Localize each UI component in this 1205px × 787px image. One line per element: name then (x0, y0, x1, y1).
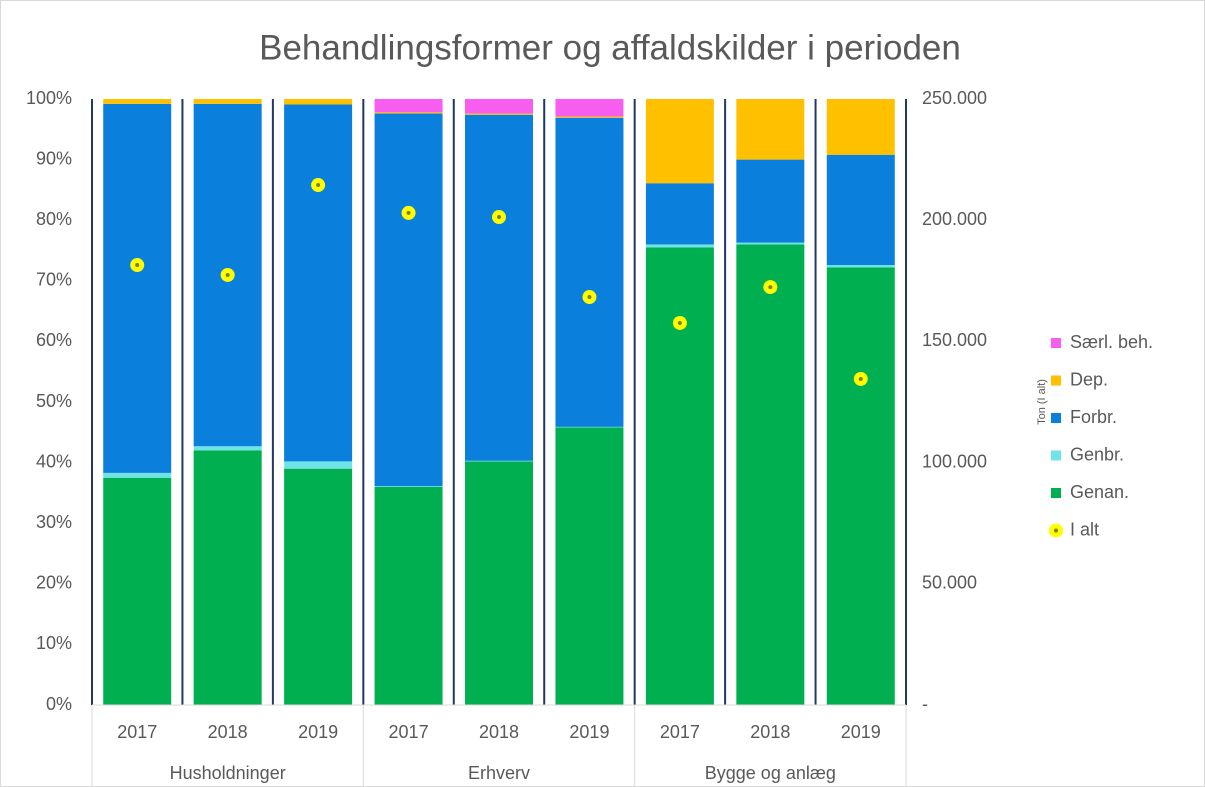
legend-label: Dep. (1070, 369, 1108, 389)
point-center (587, 295, 592, 300)
point-center (497, 215, 501, 220)
bar-segment (284, 461, 353, 469)
y2-axis-label: Ton (I alt) (1036, 379, 1048, 425)
y-tick-label: 40% (36, 451, 72, 471)
point-center (406, 210, 411, 215)
x-tick-label: 2019 (569, 722, 609, 742)
y2-tick-label: 250.000 (922, 88, 987, 108)
y-tick-label: 80% (36, 209, 72, 229)
bar-segment (736, 99, 805, 160)
y-tick-label: 50% (36, 391, 72, 411)
point-center (225, 272, 230, 277)
bar-segment (555, 426, 624, 428)
bar-segment (374, 113, 443, 487)
bar-segment (826, 265, 895, 268)
bar-segment (465, 461, 533, 705)
legend-swatch (1051, 338, 1061, 348)
x-tick-label: 2019 (841, 722, 881, 742)
bar-segment (374, 486, 443, 487)
legend-swatch (1051, 450, 1061, 461)
bar-segment (555, 116, 624, 118)
y2-tick-label: 150.000 (922, 330, 987, 350)
y-tick-label: 70% (36, 270, 72, 290)
group-label: Bygge og anlæg (705, 763, 836, 783)
bar-segment (465, 460, 533, 462)
x-tick-label: 2017 (389, 722, 429, 742)
legend-label: Genbr. (1070, 444, 1124, 464)
y2-tick-label: 200.000 (922, 209, 987, 229)
y-tick-label: 20% (36, 573, 72, 593)
bar-segment (193, 99, 262, 104)
bar-segment (103, 477, 172, 705)
legend-label: Særl. beh. (1070, 332, 1153, 352)
bar-segment (826, 154, 895, 266)
point-center (135, 263, 140, 268)
bar-segment (193, 446, 262, 451)
x-tick-label: 2017 (117, 722, 157, 742)
bar-segment (284, 468, 353, 705)
bar-segment (736, 159, 805, 243)
bar-segment (103, 99, 172, 104)
legend-label: I alt (1070, 519, 1099, 539)
group-label: Erhverv (468, 763, 530, 783)
legend-swatch (1051, 375, 1061, 386)
bar-segment (555, 99, 624, 117)
group-label: Husholdninger (170, 763, 286, 783)
bar-segment (465, 113, 533, 115)
bar-segment (465, 99, 533, 114)
bar-segment (374, 486, 443, 705)
bar-segment (555, 117, 624, 427)
x-tick-label: 2017 (660, 722, 700, 742)
bar-segment (193, 450, 262, 705)
legend-label: Forbr. (1070, 407, 1117, 427)
x-tick-label: 2018 (208, 722, 248, 742)
bar-segment (826, 267, 895, 705)
point-center (858, 376, 863, 381)
y-tick-label: 10% (36, 633, 72, 653)
legend-label: Genan. (1070, 482, 1129, 502)
bar-segment (284, 99, 353, 105)
bar-segment (374, 99, 443, 113)
y2-tick-label: 50.000 (922, 573, 977, 593)
legend-marker-center (1054, 528, 1058, 533)
legend-swatch (1051, 488, 1061, 498)
y-tick-label: 90% (36, 148, 72, 168)
y-tick-label: 100% (26, 88, 72, 108)
bar-segment (736, 244, 805, 705)
y-tick-label: 60% (36, 330, 72, 350)
point-center (768, 285, 773, 290)
bar-segment (645, 99, 714, 184)
x-tick-label: 2018 (750, 722, 790, 742)
y2-tick-label: - (922, 694, 928, 714)
legend-swatch (1051, 413, 1061, 423)
x-tick-label: 2019 (298, 722, 338, 742)
x-tick-label: 2018 (479, 722, 519, 742)
bar-segment (645, 183, 714, 245)
point-center (316, 183, 321, 188)
point-center (677, 320, 682, 325)
bar-segment (103, 103, 172, 473)
y2-tick-label: 100.000 (922, 451, 987, 471)
chart-title: Behandlingsformer og affaldskilder i per… (259, 28, 961, 67)
bar-segment (555, 427, 624, 705)
bar-segment (374, 112, 443, 114)
y-tick-label: 30% (36, 512, 72, 532)
bar-segment (284, 104, 353, 462)
bar-segment (736, 242, 805, 245)
y-tick-label: 0% (46, 694, 72, 714)
bar-segment (465, 114, 533, 461)
bar-segment (103, 472, 172, 478)
bar-segment (826, 99, 895, 155)
bar-segment (645, 244, 714, 248)
